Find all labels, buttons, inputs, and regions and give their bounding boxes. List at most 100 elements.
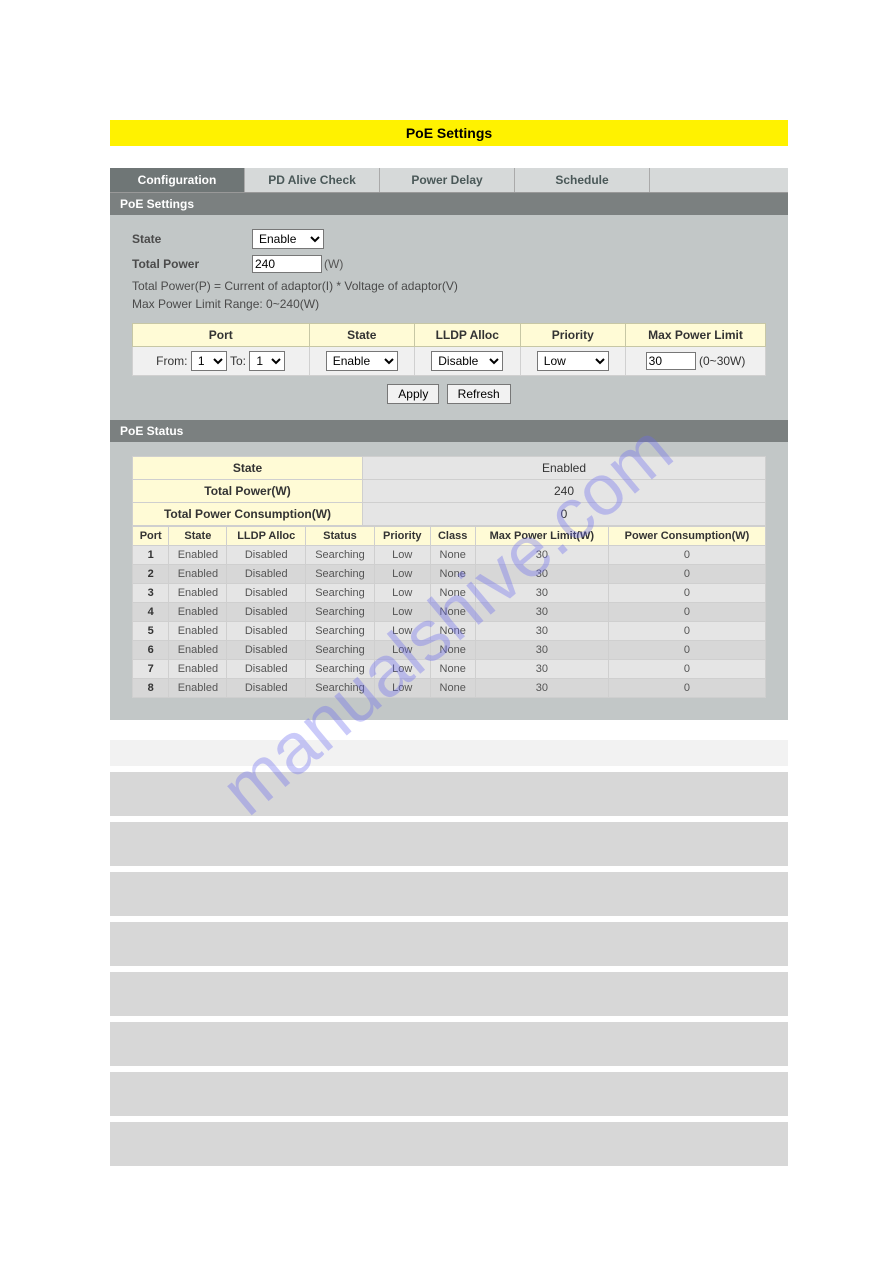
port-from-select[interactable]: 1	[191, 351, 227, 371]
status-header-maxpower: Max Power Limit(W)	[475, 527, 608, 546]
cfg-header-port: Port	[133, 324, 310, 347]
config-table: Port State LLDP Alloc Priority Max Power…	[132, 323, 766, 376]
refresh-button[interactable]: Refresh	[447, 384, 511, 404]
status-cell-state: Enabled	[169, 565, 227, 584]
status-row: 5EnabledDisabledSearchingLowNone300	[133, 622, 766, 641]
status-table: Port State LLDP Alloc Status Priority Cl…	[132, 526, 766, 698]
status-summary-table: State Enabled Total Power(W) 240 Total P…	[132, 456, 766, 526]
state-label: State	[132, 232, 252, 246]
status-cell-priority: Low	[374, 622, 430, 641]
status-cell-port: 7	[133, 660, 169, 679]
status-cell-class: None	[430, 565, 475, 584]
status-cell-lldp: Disabled	[227, 641, 306, 660]
blank-row	[110, 822, 788, 866]
blank-row	[110, 1122, 788, 1166]
status-cell-priority: Low	[374, 565, 430, 584]
status-cell-lldp: Disabled	[227, 603, 306, 622]
status-cell-maxpower: 30	[475, 660, 608, 679]
section-settings-header: PoE Settings	[110, 193, 788, 215]
tab-row: Configuration PD Alive Check Power Delay…	[110, 168, 788, 193]
status-cell-class: None	[430, 584, 475, 603]
status-cell-maxpower: 30	[475, 641, 608, 660]
tab-schedule[interactable]: Schedule	[515, 168, 650, 192]
port-lldp-select[interactable]: Disable	[431, 351, 503, 371]
to-label: To:	[230, 354, 246, 368]
summary-state-label: State	[133, 457, 363, 480]
status-cell-state: Enabled	[169, 622, 227, 641]
status-cell-consumption: 0	[608, 584, 765, 603]
summary-consumption-value: 0	[363, 503, 766, 526]
status-cell-lldp: Disabled	[227, 622, 306, 641]
port-maxpower-input[interactable]	[646, 352, 696, 370]
status-cell-state: Enabled	[169, 641, 227, 660]
status-cell-maxpower: 30	[475, 584, 608, 603]
status-header-lldp: LLDP Alloc	[227, 527, 306, 546]
status-row: 2EnabledDisabledSearchingLowNone300	[133, 565, 766, 584]
blank-table-area	[110, 740, 788, 1166]
tab-power-delay[interactable]: Power Delay	[380, 168, 515, 192]
port-state-select[interactable]: Enable	[326, 351, 398, 371]
status-cell-port: 6	[133, 641, 169, 660]
blank-row	[110, 872, 788, 916]
status-cell-status: Searching	[306, 641, 375, 660]
cfg-lldp-cell: Disable	[415, 347, 521, 376]
help-formula: Total Power(P) = Current of adaptor(I) *…	[132, 279, 766, 293]
status-cell-state: Enabled	[169, 660, 227, 679]
cfg-priority-cell: Low	[520, 347, 626, 376]
blank-row	[110, 1072, 788, 1116]
blank-header-row	[110, 740, 788, 766]
total-power-input[interactable]	[252, 255, 322, 273]
status-header-status: Status	[306, 527, 375, 546]
cfg-maxpower-cell: (0~30W)	[626, 347, 766, 376]
status-header-class: Class	[430, 527, 475, 546]
status-row: 1EnabledDisabledSearchingLowNone300	[133, 546, 766, 565]
status-cell-port: 5	[133, 622, 169, 641]
port-maxpower-unit: (0~30W)	[699, 354, 745, 368]
blank-row	[110, 922, 788, 966]
status-cell-priority: Low	[374, 679, 430, 698]
tab-pd-alive-check[interactable]: PD Alive Check	[245, 168, 380, 192]
status-cell-port: 1	[133, 546, 169, 565]
status-cell-consumption: 0	[608, 660, 765, 679]
status-cell-consumption: 0	[608, 679, 765, 698]
status-cell-class: None	[430, 660, 475, 679]
status-cell-state: Enabled	[169, 584, 227, 603]
port-priority-select[interactable]: Low	[537, 351, 609, 371]
status-cell-class: None	[430, 546, 475, 565]
cfg-header-priority: Priority	[520, 324, 626, 347]
help-range: Max Power Limit Range: 0~240(W)	[132, 297, 766, 311]
status-cell-status: Searching	[306, 584, 375, 603]
apply-button[interactable]: Apply	[387, 384, 439, 404]
status-cell-status: Searching	[306, 546, 375, 565]
status-body: State Enabled Total Power(W) 240 Total P…	[110, 442, 788, 720]
summary-consumption-label: Total Power Consumption(W)	[133, 503, 363, 526]
cfg-header-maxpower: Max Power Limit	[626, 324, 766, 347]
tab-configuration[interactable]: Configuration	[110, 168, 245, 192]
status-row: 8EnabledDisabledSearchingLowNone300	[133, 679, 766, 698]
page-banner: PoE Settings	[110, 120, 788, 146]
status-header-state: State	[169, 527, 227, 546]
status-cell-port: 2	[133, 565, 169, 584]
state-select[interactable]: Enable	[252, 229, 324, 249]
from-label: From:	[156, 354, 187, 368]
status-cell-maxpower: 30	[475, 679, 608, 698]
summary-totalpower-label: Total Power(W)	[133, 480, 363, 503]
status-cell-lldp: Disabled	[227, 660, 306, 679]
cfg-state-cell: Enable	[309, 347, 415, 376]
status-cell-maxpower: 30	[475, 546, 608, 565]
banner-title: PoE Settings	[406, 125, 492, 141]
summary-totalpower-value: 240	[363, 480, 766, 503]
status-cell-status: Searching	[306, 679, 375, 698]
status-cell-lldp: Disabled	[227, 565, 306, 584]
status-header-port: Port	[133, 527, 169, 546]
status-row: 6EnabledDisabledSearchingLowNone300	[133, 641, 766, 660]
blank-row	[110, 1022, 788, 1066]
settings-body: State Enable Total Power (W) Total Power…	[110, 215, 788, 420]
status-cell-priority: Low	[374, 641, 430, 660]
cfg-port-cell: From: 1 To: 1	[133, 347, 310, 376]
port-to-select[interactable]: 1	[249, 351, 285, 371]
status-header-consumption: Power Consumption(W)	[608, 527, 765, 546]
summary-state-value: Enabled	[363, 457, 766, 480]
status-cell-status: Searching	[306, 660, 375, 679]
status-cell-maxpower: 30	[475, 603, 608, 622]
